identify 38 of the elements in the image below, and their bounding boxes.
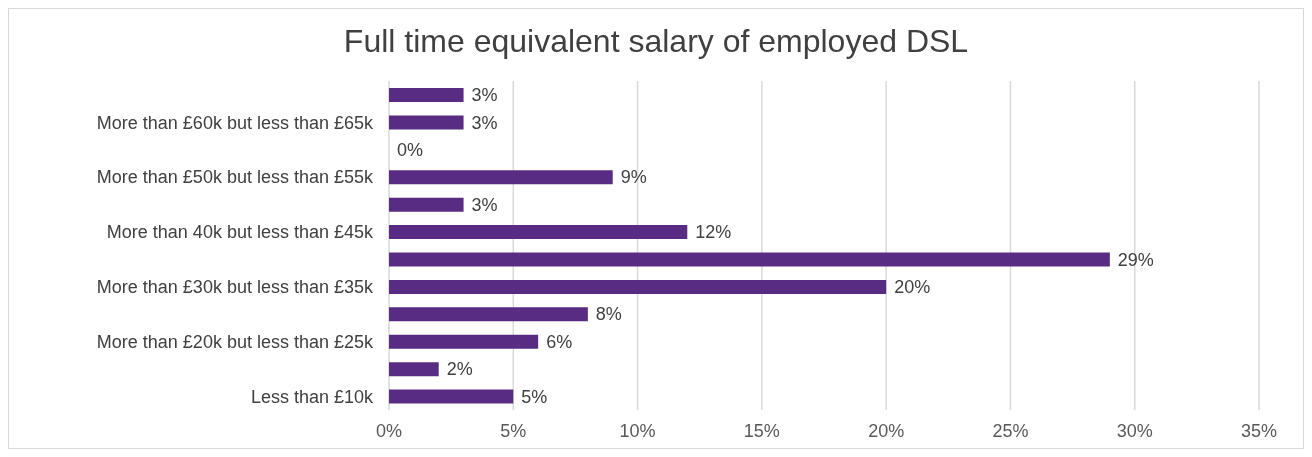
bar [389,389,514,404]
data-label: 12% [695,222,732,243]
bar [389,307,588,322]
y-tick-label: More than 40k but less than £45k [106,222,374,243]
y-tick-label: More than £60k but less than £65k [96,112,374,133]
data-label: 6% [546,331,573,352]
x-tick-label: 15% [743,420,780,441]
bar [389,197,464,212]
bar [389,170,613,185]
bar [389,362,439,377]
chart-title: Full time equivalent salary of employed DSL [342,22,970,61]
data-label: 3% [471,194,498,215]
x-tick-label: 25% [992,420,1029,441]
bar [389,279,887,294]
y-tick-label: More than £50k but less than £55k [96,167,374,188]
data-label: 9% [620,167,647,188]
data-label: 3% [471,112,498,133]
y-tick-label: More than £30k but less than £35k [96,277,374,298]
bar [389,115,464,130]
bar [389,225,688,240]
x-tick-label: 30% [1116,420,1153,441]
x-tick-label: 5% [500,420,527,441]
data-label: 3% [471,85,498,106]
y-tick-label: More than £20k but less than £25k [96,331,374,352]
y-tick-label: Less than £10k [250,386,374,407]
data-label: 29% [1117,249,1154,270]
data-label: 2% [446,359,473,380]
bar [389,88,464,102]
bar [389,334,539,349]
data-label: 5% [521,386,548,407]
x-tick-label: 10% [619,420,656,441]
x-tick-label: 0% [375,420,403,441]
x-tick-label: 20% [868,420,905,441]
bar [389,252,1110,267]
x-tick-label: 35% [1240,420,1278,441]
data-label: 8% [595,304,622,325]
data-label: 0% [397,139,424,160]
data-label: 20% [894,277,931,298]
